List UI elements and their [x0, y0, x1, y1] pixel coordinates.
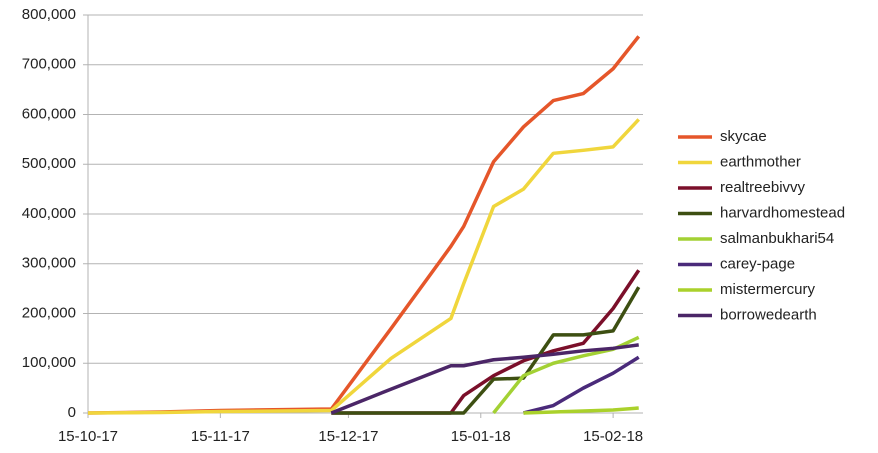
series-line: [523, 406, 639, 415]
series-line: [87, 35, 641, 415]
x-tick-label: 15-01-18: [451, 428, 511, 445]
x-tick-label: 15-11-17: [191, 428, 250, 445]
y-tick-label: 700,000: [22, 56, 76, 73]
legend-label: salmanbukhari54: [720, 230, 834, 247]
y-tick-label: 500,000: [22, 155, 76, 172]
y-tick-label: 800,000: [22, 6, 76, 23]
y-tick-label: 300,000: [22, 255, 76, 272]
y-tick-label: 200,000: [22, 304, 76, 321]
series-line: [331, 286, 641, 415]
series-line: [523, 355, 640, 415]
y-tick-label: 0: [68, 404, 76, 421]
legend-label: borrowedearth: [720, 306, 817, 323]
legend-label: realtreebivvy: [720, 179, 806, 196]
y-tick-label: 100,000: [22, 354, 76, 371]
y-tick-label: 600,000: [22, 105, 76, 122]
y-tick-label: 400,000: [22, 205, 76, 222]
x-tick-label: 15-10-17: [58, 428, 118, 445]
legend-label: skycae: [720, 128, 767, 145]
series-line: [331, 269, 641, 415]
series-line: [330, 343, 639, 415]
legend-label: earthmother: [720, 153, 801, 170]
series-line: [87, 118, 641, 415]
legend-label: harvardhomestead: [720, 204, 845, 221]
legend-label: mistermercury: [720, 281, 816, 298]
x-tick-label: 15-12-17: [318, 428, 378, 445]
legend-label: carey-page: [720, 255, 795, 272]
x-tick-label: 15-02-18: [583, 428, 643, 445]
